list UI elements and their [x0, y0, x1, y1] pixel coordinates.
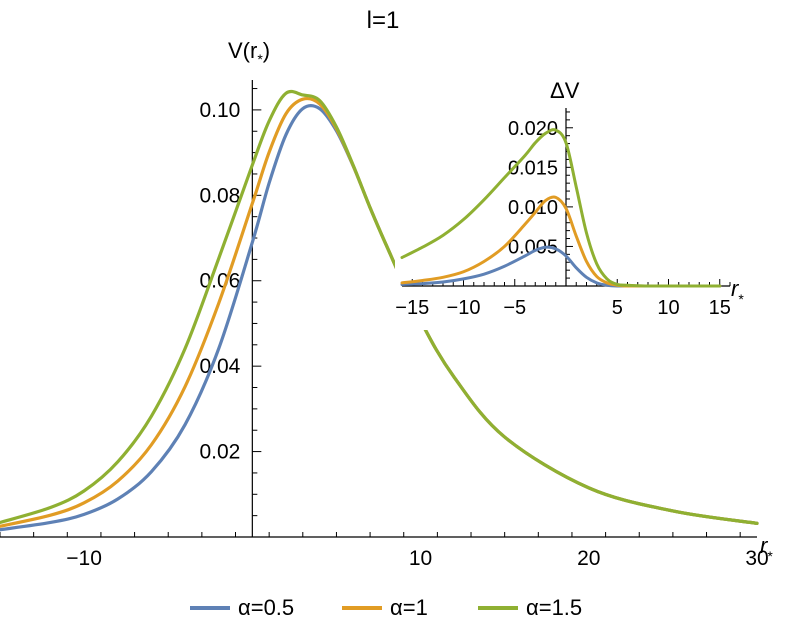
- inset-series: [400, 128, 722, 288]
- y-tick-label: 0.10: [199, 99, 240, 122]
- inset-x-tick-label: −15: [395, 297, 429, 319]
- legend-label-1: α=0.5: [238, 595, 294, 620]
- x-tick-label: 30: [745, 547, 768, 570]
- x-tick-label: −10: [66, 547, 102, 570]
- inset-y-tick-label: 0.015: [508, 157, 558, 179]
- y-tick-label: 0.08: [199, 184, 240, 207]
- legend: α=0.5 α=1 α=1.5: [190, 595, 582, 620]
- legend-label-3: α=1.5: [526, 595, 582, 620]
- inset-x-tick-label: −5: [503, 297, 526, 319]
- y-tick-label: 0.02: [199, 441, 240, 464]
- main-chart: l=1 V(r*) r* −10 10 20 30 0.02 0.04 0.06 0.08 0.…: [0, 7, 773, 570]
- main-ticks: −10 10 20 30 0.02 0.04 0.06 0.08 0.10: [0, 88, 769, 570]
- x-axis-label: r*: [760, 533, 773, 564]
- y-tick-label: 0.06: [199, 270, 240, 293]
- y-axis-label: V(r*): [228, 38, 270, 67]
- chart-title: l=1: [367, 7, 400, 34]
- inset-y-tick-label: 0.005: [508, 236, 558, 258]
- inset-x-tick-label: −10: [447, 297, 481, 319]
- inset-y-tick-label: 0.020: [508, 118, 558, 140]
- x-tick-label: 10: [409, 547, 432, 570]
- legend-label-2: α=1: [390, 595, 428, 620]
- main-axes: [0, 80, 757, 538]
- y-tick-label: 0.04: [199, 355, 240, 378]
- inset-series-line-3: [400, 128, 722, 288]
- inset-y-axis-label: ΔV: [550, 78, 580, 103]
- inset-x-tick-label: 10: [657, 297, 679, 319]
- main-series: [0, 89, 759, 532]
- series-line-3: [0, 89, 759, 525]
- inset-x-axis-label: r*: [731, 276, 744, 307]
- x-tick-label: 20: [577, 547, 600, 570]
- inset-x-tick-label: 15: [709, 297, 731, 319]
- inset-x-tick-label: 5: [612, 297, 623, 319]
